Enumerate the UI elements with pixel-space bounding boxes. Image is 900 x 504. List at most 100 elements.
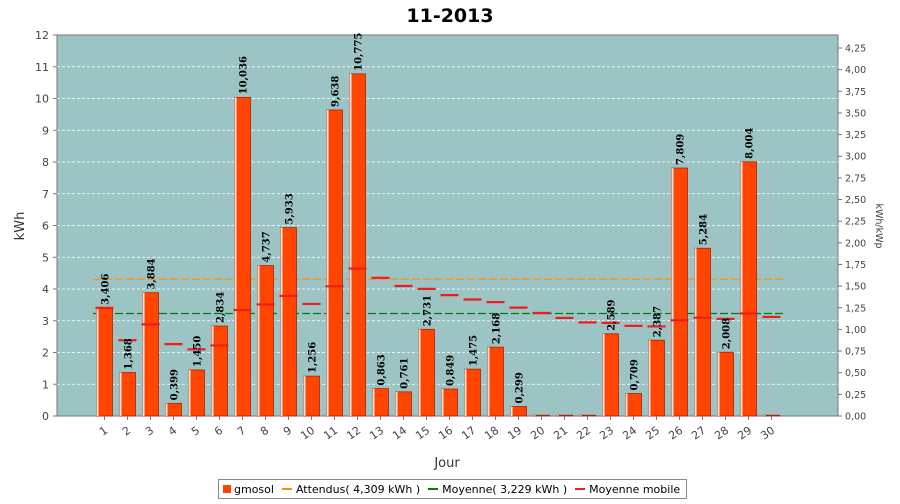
bar bbox=[487, 346, 504, 417]
bar-highlight bbox=[625, 393, 628, 416]
bar bbox=[303, 375, 320, 417]
bar bbox=[280, 227, 297, 417]
y-tick-label: 10 bbox=[35, 93, 49, 106]
bar-highlight bbox=[234, 97, 237, 417]
bar bbox=[510, 406, 527, 417]
x-axis-label: Jour bbox=[433, 456, 460, 471]
data-label: 1,450 bbox=[193, 336, 204, 367]
data-label: 0,709 bbox=[630, 359, 641, 390]
x-tick-label: 10 bbox=[298, 424, 317, 443]
legend: gmosol Attendus( 4,309 kWh ) Moyenne( 3,22… bbox=[218, 479, 688, 499]
y-tick-label: 1 bbox=[42, 378, 49, 391]
y2-tick-label: 3,75 bbox=[845, 87, 866, 98]
bar bbox=[579, 414, 596, 417]
y2-tick-label: 3,25 bbox=[845, 130, 866, 141]
legend-item: Attendus( 4,309 kWh ) bbox=[281, 482, 421, 496]
data-label: 0,761 bbox=[400, 358, 411, 389]
bar-highlight bbox=[510, 406, 513, 416]
x-tick-label: 2 bbox=[120, 424, 133, 439]
bar-highlight bbox=[257, 265, 260, 416]
x-tick-label: 14 bbox=[390, 424, 409, 443]
bar-highlight bbox=[579, 415, 582, 416]
bar bbox=[464, 368, 481, 417]
bar-highlight bbox=[763, 415, 766, 416]
y-tick-label: 11 bbox=[35, 61, 49, 74]
data-label: 10,036 bbox=[239, 56, 250, 94]
x-tick-label: 30 bbox=[758, 424, 777, 443]
bar bbox=[119, 372, 136, 417]
data-label: 2,008 bbox=[722, 318, 733, 349]
x-tick-label: 23 bbox=[597, 424, 616, 443]
y2-tick-label: 3,00 bbox=[845, 152, 866, 163]
bar bbox=[556, 414, 573, 417]
x-tick-label: 16 bbox=[436, 424, 455, 443]
x-tick-label: 5 bbox=[189, 424, 202, 439]
y-tick-label: 0 bbox=[42, 410, 49, 423]
bar bbox=[372, 388, 389, 417]
bar bbox=[441, 388, 458, 417]
data-label: 0,299 bbox=[515, 372, 526, 403]
data-label: 4,737 bbox=[262, 231, 273, 262]
data-label: 9,638 bbox=[331, 76, 342, 107]
bar-highlight bbox=[165, 403, 168, 416]
bar-highlight bbox=[119, 372, 122, 416]
y2-tick-label: 2,00 bbox=[845, 238, 866, 249]
data-label: 7,809 bbox=[676, 134, 687, 165]
y2-tick-label: 2,50 bbox=[845, 195, 866, 206]
x-tick-label: 13 bbox=[367, 424, 386, 443]
bar bbox=[418, 328, 435, 417]
legend-label: gmosol bbox=[234, 482, 274, 496]
bar bbox=[188, 369, 205, 417]
bar-highlight bbox=[487, 347, 490, 416]
data-label: 5,284 bbox=[699, 214, 710, 245]
y2-axis-label: kWh/kWp bbox=[873, 203, 884, 248]
bar bbox=[96, 307, 113, 417]
x-tick-label: 20 bbox=[528, 424, 547, 443]
y2-tick-label: 0,50 bbox=[845, 368, 866, 379]
data-label: 0,849 bbox=[446, 355, 457, 386]
data-label: 1,475 bbox=[469, 335, 480, 366]
bar-highlight bbox=[694, 248, 697, 416]
bar bbox=[763, 414, 780, 417]
bar-highlight bbox=[602, 333, 605, 416]
bar-highlight bbox=[372, 388, 375, 416]
bar bbox=[625, 393, 642, 417]
x-tick-label: 12 bbox=[344, 424, 363, 443]
bar bbox=[165, 402, 182, 417]
legend-swatch bbox=[575, 488, 586, 490]
bar bbox=[211, 325, 228, 417]
bar bbox=[257, 265, 274, 417]
x-tick-label: 27 bbox=[689, 424, 708, 443]
x-tick-label: 1 bbox=[97, 424, 110, 439]
bar-highlight bbox=[280, 227, 283, 416]
x-tick-label: 26 bbox=[666, 424, 685, 443]
y-tick-label: 4 bbox=[42, 283, 49, 296]
data-label: 2,168 bbox=[492, 313, 503, 344]
bar bbox=[395, 391, 412, 417]
legend-item: gmosol bbox=[223, 483, 274, 496]
bar-highlight bbox=[349, 73, 352, 417]
y2-tick-label: 2,25 bbox=[845, 217, 866, 228]
bar-highlight bbox=[648, 340, 651, 416]
y2-tick-label: 0,00 bbox=[845, 412, 866, 423]
x-tick-label: 21 bbox=[551, 424, 570, 443]
bar-highlight bbox=[717, 352, 720, 416]
legend-label: Attendus( 4,309 kWh ) bbox=[295, 482, 421, 496]
data-label: 2,387 bbox=[653, 306, 664, 337]
y2-tick-label: 1,00 bbox=[845, 325, 866, 336]
y2-tick-label: 4,25 bbox=[845, 43, 866, 54]
bar-highlight bbox=[326, 109, 329, 416]
x-tick-label: 19 bbox=[505, 424, 524, 443]
legend-swatch bbox=[223, 485, 231, 493]
x-tick-label: 7 bbox=[235, 424, 248, 439]
bar bbox=[349, 73, 366, 417]
x-tick-label: 22 bbox=[574, 424, 593, 443]
y-axis-label: kWh bbox=[13, 212, 28, 241]
x-tick-label: 15 bbox=[413, 424, 432, 443]
x-tick-label: 4 bbox=[166, 424, 179, 439]
x-tick-label: 29 bbox=[735, 424, 754, 443]
x-tick-label: 18 bbox=[482, 424, 501, 443]
y-tick-label: 9 bbox=[42, 124, 49, 137]
